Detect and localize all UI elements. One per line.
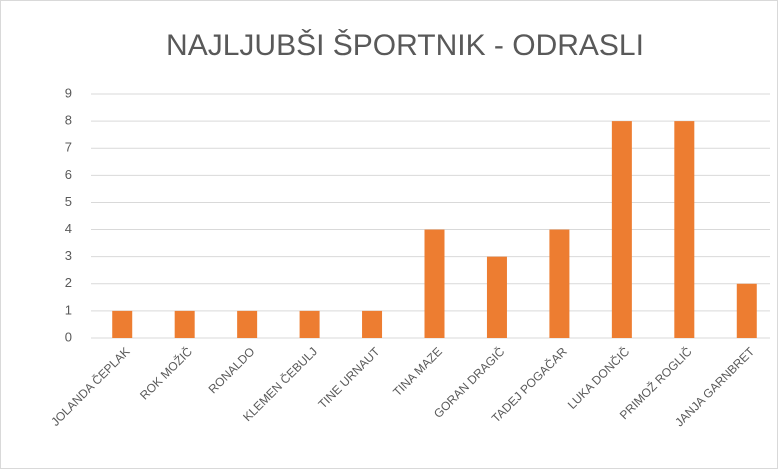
bar — [237, 310, 258, 338]
y-tick-label: 3 — [65, 248, 72, 263]
bar — [299, 310, 320, 338]
bar — [486, 256, 507, 338]
bar — [362, 310, 383, 338]
bar — [112, 310, 133, 338]
y-tick-label: 9 — [65, 85, 72, 100]
y-tick-label: 1 — [65, 302, 72, 317]
y-tick-label: 2 — [65, 275, 72, 290]
bar — [549, 229, 570, 338]
bar — [674, 121, 695, 338]
bar — [736, 283, 757, 338]
bar — [611, 121, 632, 338]
y-tick-label: 0 — [65, 329, 72, 344]
bar — [174, 310, 195, 338]
y-tick-label: 4 — [65, 221, 72, 236]
chart-title: NAJLJUBŠI ŠPORTNIK - ODRASLI — [166, 28, 644, 62]
y-tick-label: 6 — [65, 167, 72, 182]
y-tick-label: 5 — [65, 194, 72, 209]
bar — [424, 229, 445, 338]
y-tick-label: 8 — [65, 113, 72, 128]
y-tick-label: 7 — [65, 140, 72, 155]
